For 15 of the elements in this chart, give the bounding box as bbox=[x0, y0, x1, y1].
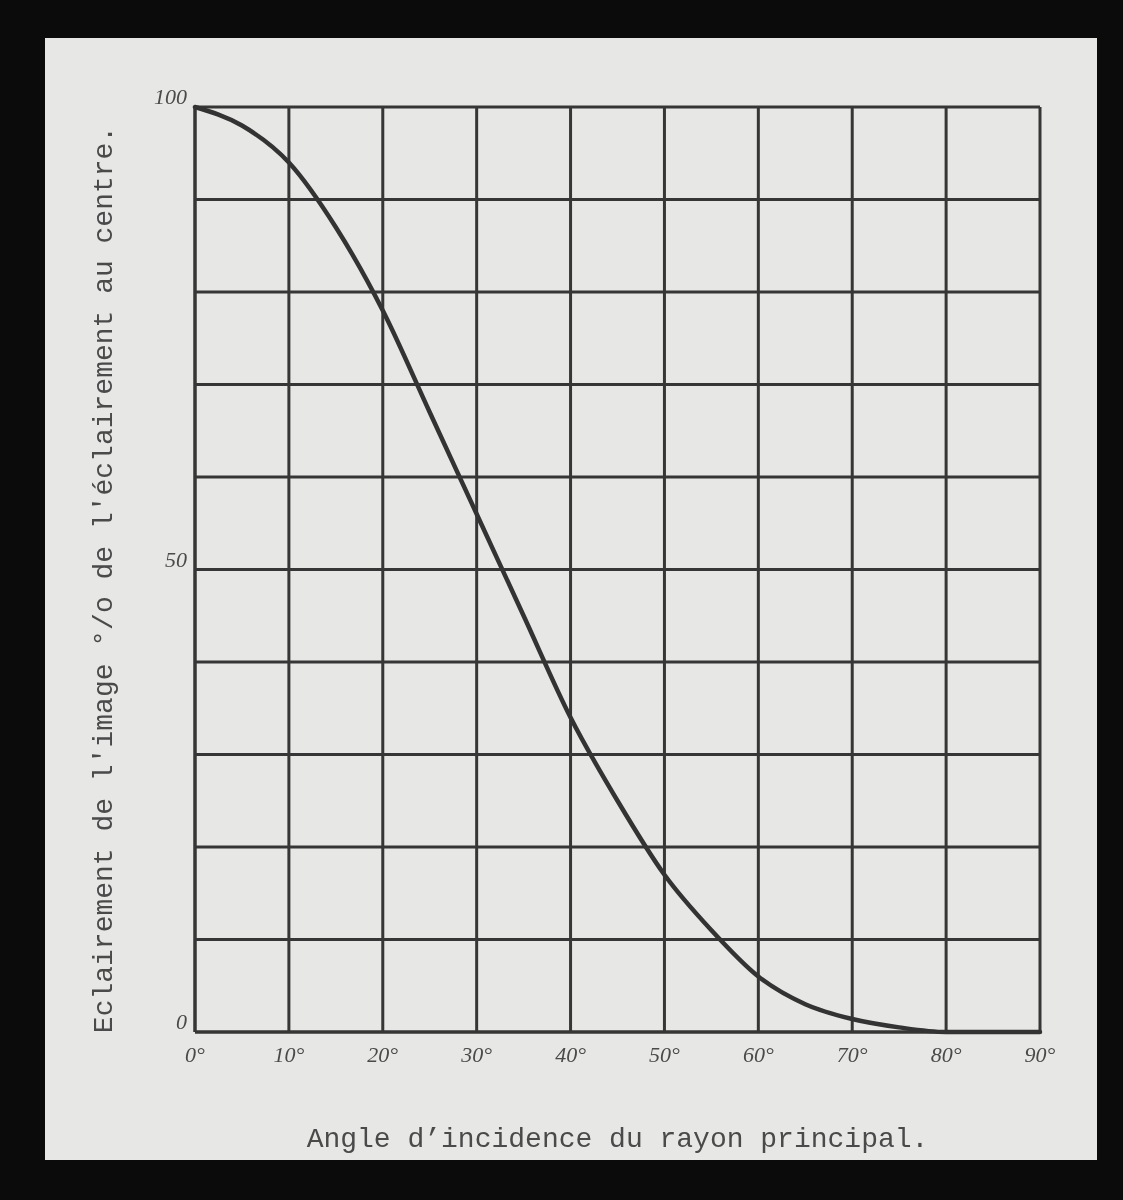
x-tick-label: 60° bbox=[742, 1042, 774, 1067]
x-tick-label: 10° bbox=[273, 1042, 305, 1067]
x-tick-label: 0° bbox=[185, 1042, 206, 1067]
y-tick-label: 50 bbox=[165, 546, 187, 572]
x-axis-title: Angle d’incidence du rayon principal. bbox=[306, 1124, 929, 1155]
y-tick-label: 0 bbox=[176, 1009, 187, 1035]
x-tick-label: 20° bbox=[367, 1042, 399, 1067]
x-tick-label: 90° bbox=[1024, 1042, 1056, 1067]
x-tick-label: 30° bbox=[460, 1042, 493, 1067]
x-tick-label: 50° bbox=[649, 1042, 681, 1067]
y-tick-label: 100 bbox=[154, 84, 187, 110]
x-tick-label: 80° bbox=[930, 1042, 962, 1067]
x-tick-label: 40° bbox=[555, 1042, 587, 1067]
y-axis-title: Eclairement de l'image °/o de l'éclairement au centre. bbox=[89, 125, 120, 1034]
x-tick-label: 70° bbox=[836, 1042, 868, 1067]
